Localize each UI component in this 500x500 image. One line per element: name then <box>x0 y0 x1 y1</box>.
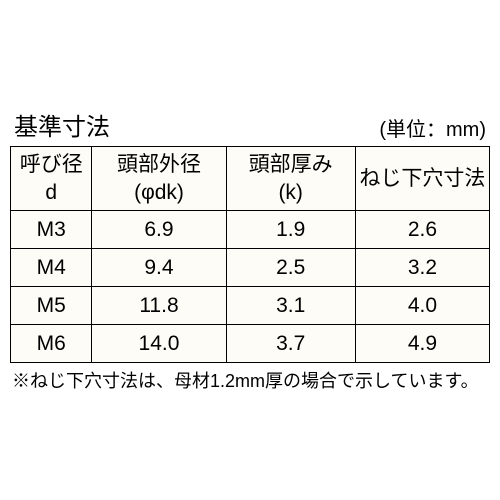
cell-k: 1.9 <box>226 211 355 249</box>
cell-hole: 2.6 <box>355 211 489 249</box>
table-title: 基準寸法 <box>14 107 110 142</box>
table-row: M3 6.9 1.9 2.6 <box>11 211 490 249</box>
col-header-line1: ねじ下穴寸法 <box>358 165 487 192</box>
cell-k: 3.1 <box>226 287 355 325</box>
col-header-k: 頭部厚み (k) <box>226 147 355 211</box>
cell-hole: 3.2 <box>355 249 489 287</box>
cell-hole: 4.0 <box>355 287 489 325</box>
col-header-d: 呼び径 d <box>11 147 92 211</box>
cell-k: 2.5 <box>226 249 355 287</box>
col-header-line2: d <box>13 179 89 206</box>
col-header-line1: 頭部外径 <box>94 151 223 178</box>
unit-label: (単位：mm) <box>379 113 486 142</box>
col-header-line2: (φdk) <box>94 179 223 206</box>
cell-phi: 6.9 <box>92 211 226 249</box>
col-header-line2: (k) <box>229 179 353 206</box>
col-header-line1: 頭部厚み <box>229 151 353 178</box>
footnote: ※ねじ下穴寸法は、母材1.2mm厚の場合で示しています。 <box>10 367 490 393</box>
table-row: M5 11.8 3.1 4.0 <box>11 287 490 325</box>
table-header-bar: 基準寸法 (単位：mm) <box>10 107 490 142</box>
cell-k: 3.7 <box>226 325 355 363</box>
col-header-phi: 頭部外径 (φdk) <box>92 147 226 211</box>
cell-d: M4 <box>11 249 92 287</box>
cell-phi: 14.0 <box>92 325 226 363</box>
col-header-line1: 呼び径 <box>13 151 89 178</box>
col-header-hole: ねじ下穴寸法 <box>355 147 489 211</box>
table-row: M6 14.0 3.7 4.9 <box>11 325 490 363</box>
table-row: M4 9.4 2.5 3.2 <box>11 249 490 287</box>
cell-hole: 4.9 <box>355 325 489 363</box>
cell-phi: 11.8 <box>92 287 226 325</box>
table-header-row: 呼び径 d 頭部外径 (φdk) 頭部厚み (k) ねじ下穴寸法 <box>11 147 490 211</box>
dimensions-table: 呼び径 d 頭部外径 (φdk) 頭部厚み (k) ねじ下穴寸法 M3 6.9 … <box>10 146 490 363</box>
cell-phi: 9.4 <box>92 249 226 287</box>
cell-d: M5 <box>11 287 92 325</box>
cell-d: M6 <box>11 325 92 363</box>
cell-d: M3 <box>11 211 92 249</box>
